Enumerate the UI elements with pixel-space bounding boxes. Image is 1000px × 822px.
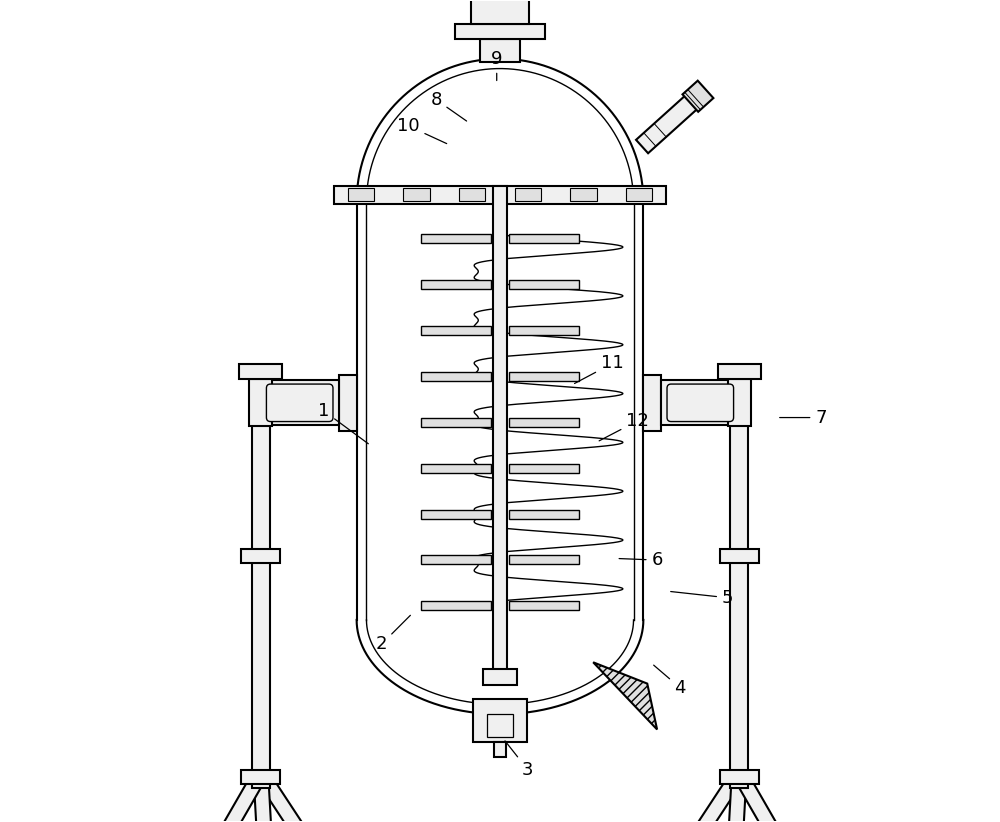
Bar bbox=[509, 372, 579, 381]
Bar bbox=[718, 364, 761, 379]
Text: 7: 7 bbox=[780, 409, 827, 427]
Bar bbox=[487, 714, 513, 737]
Bar bbox=[643, 375, 661, 431]
Bar bbox=[421, 464, 491, 473]
Bar bbox=[720, 770, 759, 783]
Polygon shape bbox=[636, 93, 700, 153]
Bar bbox=[509, 326, 579, 335]
Bar bbox=[239, 364, 282, 379]
Bar bbox=[421, 234, 491, 243]
Bar bbox=[421, 556, 491, 565]
Bar bbox=[459, 188, 485, 201]
Bar bbox=[728, 379, 751, 427]
Bar bbox=[403, 188, 430, 201]
Bar bbox=[249, 379, 272, 427]
Bar bbox=[509, 510, 579, 519]
Bar bbox=[473, 700, 527, 742]
Bar bbox=[421, 418, 491, 427]
Text: 6: 6 bbox=[619, 551, 663, 569]
Polygon shape bbox=[593, 663, 657, 729]
Bar bbox=[252, 375, 270, 787]
Polygon shape bbox=[683, 81, 713, 112]
Bar bbox=[241, 770, 280, 783]
Bar bbox=[730, 375, 748, 787]
FancyBboxPatch shape bbox=[667, 384, 734, 422]
Polygon shape bbox=[177, 769, 267, 822]
Polygon shape bbox=[733, 769, 823, 822]
Bar bbox=[509, 418, 579, 427]
Bar bbox=[626, 188, 652, 201]
Bar bbox=[421, 510, 491, 519]
Text: 3: 3 bbox=[505, 741, 534, 778]
Bar bbox=[509, 556, 579, 565]
Bar bbox=[261, 381, 339, 425]
Bar bbox=[509, 601, 579, 610]
Polygon shape bbox=[253, 773, 276, 822]
Bar bbox=[570, 188, 597, 201]
Bar bbox=[661, 381, 739, 425]
Bar bbox=[494, 742, 506, 757]
Polygon shape bbox=[724, 773, 747, 822]
Text: 10: 10 bbox=[397, 117, 447, 144]
Polygon shape bbox=[255, 769, 361, 822]
Bar bbox=[421, 280, 491, 289]
Bar bbox=[493, 186, 507, 681]
Bar bbox=[509, 464, 579, 473]
Bar bbox=[348, 188, 374, 201]
Bar bbox=[509, 280, 579, 289]
Bar bbox=[720, 548, 759, 562]
Bar bbox=[455, 25, 545, 39]
Bar bbox=[241, 548, 280, 562]
Bar bbox=[334, 186, 666, 204]
Text: 12: 12 bbox=[599, 412, 649, 441]
Text: 9: 9 bbox=[491, 50, 502, 81]
Polygon shape bbox=[639, 769, 745, 822]
Bar bbox=[471, 0, 529, 25]
Bar bbox=[509, 234, 579, 243]
Bar bbox=[421, 372, 491, 381]
Bar bbox=[421, 326, 491, 335]
Bar bbox=[421, 601, 491, 610]
Bar bbox=[483, 669, 517, 686]
Text: 2: 2 bbox=[375, 616, 410, 653]
Text: 8: 8 bbox=[430, 90, 467, 121]
Bar bbox=[339, 375, 357, 431]
Bar bbox=[480, 39, 520, 62]
Text: 11: 11 bbox=[575, 354, 624, 384]
Text: 1: 1 bbox=[318, 402, 368, 444]
Bar bbox=[515, 188, 541, 201]
Text: 5: 5 bbox=[671, 589, 733, 607]
FancyBboxPatch shape bbox=[266, 384, 333, 422]
Text: 4: 4 bbox=[654, 665, 686, 697]
